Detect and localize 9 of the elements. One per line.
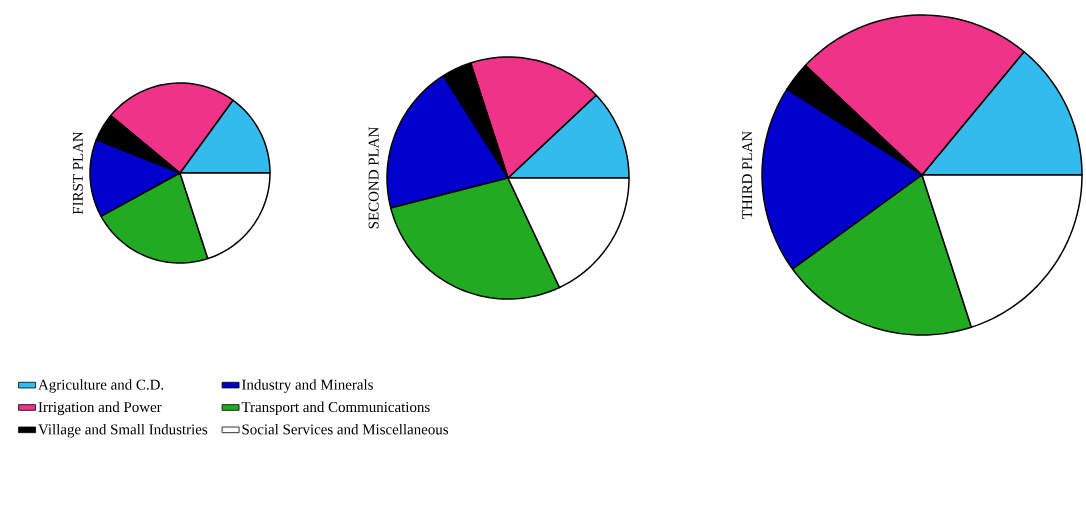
text: SECOND PLAN [368, 127, 379, 229]
legend-label: Irrigation and Power [38, 401, 162, 416]
legend-label: Agriculture and C.D. [38, 379, 164, 393]
legend-label: Industry and Minerals [242, 379, 373, 393]
text: FIRST PLAN [72, 131, 83, 215]
legend-label: Social Services and Miscellaneous [242, 423, 449, 435]
text: THIRD PLAN [742, 131, 753, 219]
legend-label: Village and Small Industries [38, 423, 208, 438]
legend-label: Transport and Communications [241, 401, 430, 416]
